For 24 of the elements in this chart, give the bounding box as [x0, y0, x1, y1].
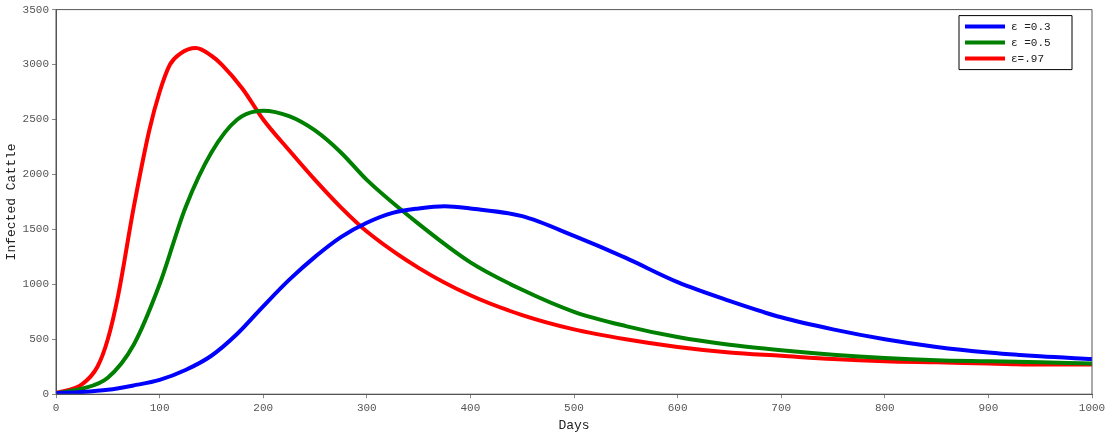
y-tick-label: 0: [42, 388, 49, 401]
x-tick-label: 0: [52, 401, 60, 414]
y-tick-label: 1500: [22, 223, 49, 236]
legend-label: ε=.97: [1011, 52, 1045, 65]
x-tick-label: 800: [874, 401, 895, 414]
y-tick-label: 2000: [22, 168, 49, 181]
x-tick-label: 700: [771, 401, 792, 414]
y-axis-title: Infected Cattle: [4, 143, 20, 261]
x-tick-label: 500: [564, 401, 584, 414]
x-tick-label: 1000: [1078, 401, 1106, 414]
x-tick-label: 200: [253, 401, 274, 414]
x-tick-label: 100: [149, 401, 170, 414]
x-tick-label: 600: [667, 401, 688, 414]
legend-label: ε =0.3: [1011, 20, 1051, 33]
x-tick-label: 900: [978, 401, 999, 414]
y-tick-label: 1000: [22, 278, 49, 291]
y-tick-label: 3000: [22, 58, 49, 71]
y-tick-label: 500: [29, 333, 49, 346]
legend-label: ε =0.5: [1011, 36, 1051, 49]
x-tick-label: 400: [460, 401, 481, 414]
y-tick-label: 2500: [22, 113, 49, 126]
y-tick-label: 3500: [22, 3, 49, 16]
x-axis-title: Days: [558, 417, 590, 433]
x-tick-label: 300: [356, 401, 377, 414]
